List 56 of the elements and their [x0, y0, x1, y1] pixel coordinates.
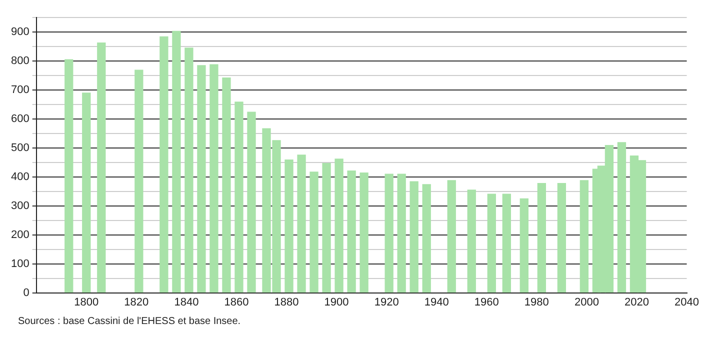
bar	[184, 48, 194, 293]
x-tick-label: 1940	[424, 296, 449, 308]
x-tick-label: 1860	[224, 296, 249, 308]
y-tick-label: 600	[10, 113, 30, 126]
y-tick-label: 400	[10, 170, 30, 183]
x-tick-label: 1920	[374, 296, 399, 308]
bar	[410, 181, 418, 293]
bar	[520, 198, 528, 293]
bar	[397, 174, 406, 293]
bar	[537, 182, 546, 293]
x-tick-label: 1960	[474, 296, 499, 308]
bar	[82, 92, 91, 293]
bar	[134, 70, 144, 293]
y-tick-label: 200	[10, 228, 30, 241]
x-tick-label: 2020	[624, 296, 649, 308]
x-tick-label: 1840	[174, 296, 199, 308]
source-note: Sources : base Cassini de l'EHESS et base Insee.	[18, 316, 242, 327]
bar	[502, 194, 511, 293]
x-tick-label: 1800	[74, 296, 99, 308]
bar	[234, 102, 244, 293]
bar	[197, 65, 206, 293]
y-tick-label: 800	[10, 55, 30, 68]
bar	[297, 154, 306, 293]
bar	[160, 36, 168, 293]
bar	[467, 190, 476, 293]
x-tick-label: 1880	[274, 296, 299, 308]
bar	[64, 59, 74, 293]
y-tick-label: 700	[10, 84, 30, 96]
y-tick-label: 500	[10, 142, 30, 154]
y-tick-label: 300	[10, 200, 30, 212]
bar	[210, 64, 218, 293]
bar	[384, 174, 394, 293]
bar	[172, 30, 181, 293]
bar	[310, 172, 318, 293]
bar	[284, 160, 294, 293]
x-tick-label: 1820	[124, 296, 149, 308]
bar	[360, 172, 368, 293]
y-tick-label: 100	[10, 258, 30, 270]
bar	[422, 184, 431, 293]
bar	[322, 162, 331, 293]
bar	[487, 194, 496, 293]
bar	[247, 112, 256, 293]
bar	[222, 78, 231, 293]
bar	[557, 182, 566, 293]
bar	[617, 142, 626, 293]
x-tick-label: 2040	[674, 296, 700, 308]
bar	[97, 42, 106, 293]
bar	[580, 180, 589, 293]
bar	[334, 158, 344, 293]
x-tick-label: 2000	[574, 296, 599, 308]
x-tick-label: 1900	[324, 296, 349, 308]
bar	[347, 170, 356, 293]
bar	[447, 180, 456, 293]
y-tick-label: 900	[10, 26, 30, 38]
x-tick-label: 1980	[524, 296, 549, 308]
y-tick-label: 0	[23, 286, 30, 299]
